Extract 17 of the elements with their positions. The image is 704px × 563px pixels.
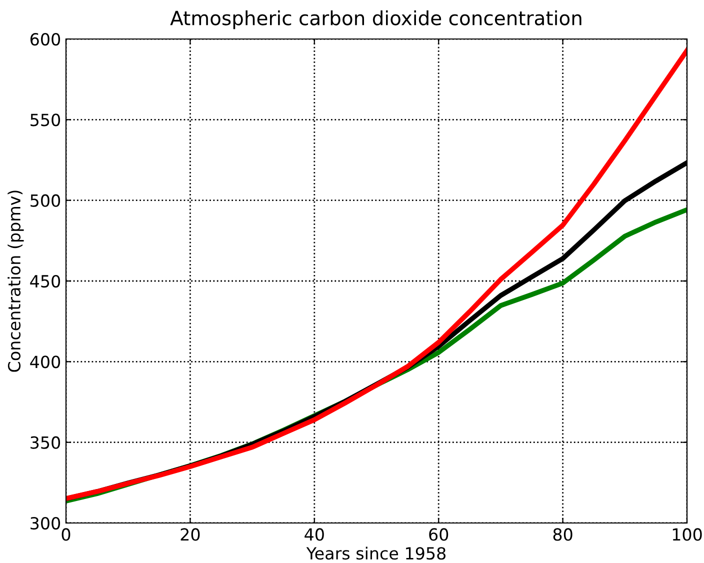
y-tick-label: 500 [30,194,60,207]
x-tick-label: 0 [62,528,70,541]
line-series [66,48,687,501]
chart-title: Atmospheric carbon dioxide concentration [170,10,582,30]
x-tick-label: 40 [304,528,324,541]
x-tick-label: 20 [180,528,200,541]
y-tick-label: 400 [30,356,60,368]
x-tick-label: 80 [553,528,572,541]
y-axis-title: Concentration (ppmv) [8,190,24,372]
y-tick-label: 300 [30,516,60,530]
y-tick-label: 600 [30,32,60,46]
y-tick-label: 350 [30,436,60,449]
x-tick-label: 100 [672,528,702,541]
y-tick-label: 450 [30,274,60,288]
x-tick-label: 60 [429,528,448,541]
y-tick-label: 550 [30,114,60,126]
x-axis-title: Years since 1958 [306,546,446,560]
